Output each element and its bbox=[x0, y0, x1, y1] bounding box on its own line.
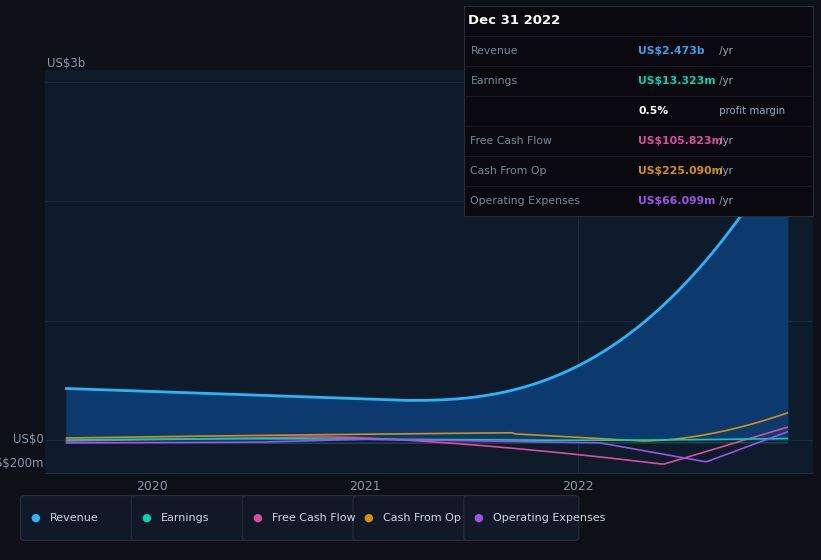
Text: Cash From Op: Cash From Op bbox=[383, 513, 461, 523]
Text: US$105.823m: US$105.823m bbox=[639, 136, 723, 146]
Text: Free Cash Flow: Free Cash Flow bbox=[272, 513, 355, 523]
Text: /yr: /yr bbox=[716, 45, 733, 55]
Text: ●: ● bbox=[30, 513, 40, 523]
Text: Earnings: Earnings bbox=[161, 513, 209, 523]
Text: Cash From Op: Cash From Op bbox=[470, 166, 547, 176]
Text: Operating Expenses: Operating Expenses bbox=[493, 513, 606, 523]
Text: /yr: /yr bbox=[716, 136, 733, 146]
Text: US$13.323m: US$13.323m bbox=[639, 76, 716, 86]
Text: Revenue: Revenue bbox=[50, 513, 99, 523]
Text: ●: ● bbox=[141, 513, 151, 523]
Text: US$3b: US$3b bbox=[47, 57, 85, 70]
Text: ●: ● bbox=[252, 513, 262, 523]
Text: profit margin: profit margin bbox=[716, 106, 786, 115]
Text: /yr: /yr bbox=[716, 195, 733, 206]
Text: /yr: /yr bbox=[716, 166, 733, 176]
Text: ●: ● bbox=[474, 513, 484, 523]
Text: -US$200m: -US$200m bbox=[0, 457, 44, 470]
Point bbox=[781, 141, 794, 150]
Text: ●: ● bbox=[363, 513, 373, 523]
Text: Operating Expenses: Operating Expenses bbox=[470, 195, 580, 206]
Text: US$225.090m: US$225.090m bbox=[639, 166, 723, 176]
Text: Earnings: Earnings bbox=[470, 76, 517, 86]
Text: US$0: US$0 bbox=[13, 433, 44, 446]
Text: Revenue: Revenue bbox=[470, 45, 518, 55]
Text: /yr: /yr bbox=[716, 76, 733, 86]
Text: US$2.473b: US$2.473b bbox=[639, 45, 705, 55]
Text: Free Cash Flow: Free Cash Flow bbox=[470, 136, 553, 146]
Text: US$66.099m: US$66.099m bbox=[639, 195, 716, 206]
Text: 0.5%: 0.5% bbox=[639, 106, 668, 115]
Text: Dec 31 2022: Dec 31 2022 bbox=[468, 14, 560, 27]
